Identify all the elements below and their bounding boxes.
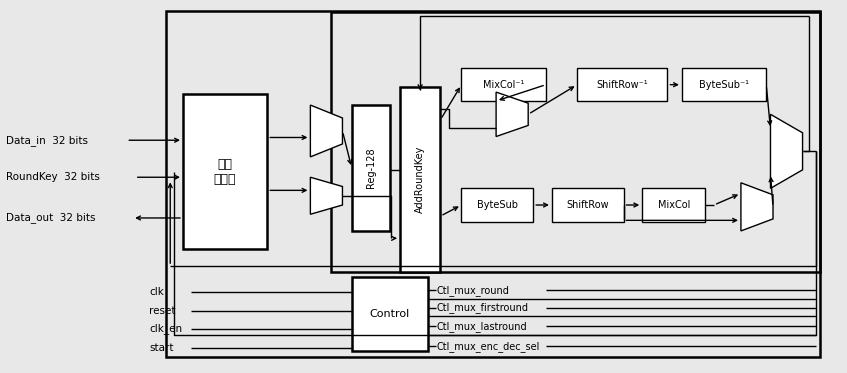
FancyBboxPatch shape [183, 94, 268, 250]
Text: clk: clk [149, 287, 164, 297]
Polygon shape [741, 183, 773, 231]
Polygon shape [771, 114, 803, 188]
Text: MixCol: MixCol [657, 200, 690, 210]
Text: Ctl_mux_round: Ctl_mux_round [436, 285, 509, 296]
Text: AddRoundKey: AddRoundKey [415, 145, 425, 213]
FancyBboxPatch shape [352, 105, 390, 231]
Text: 移位
寄存器: 移位 寄存器 [213, 158, 236, 186]
Text: start: start [149, 342, 174, 352]
FancyBboxPatch shape [642, 188, 706, 222]
FancyBboxPatch shape [462, 188, 534, 222]
FancyBboxPatch shape [400, 87, 440, 272]
Polygon shape [310, 105, 342, 157]
Text: ShiftRow⁻¹: ShiftRow⁻¹ [596, 80, 648, 90]
FancyBboxPatch shape [552, 188, 623, 222]
Text: ByteSub⁻¹: ByteSub⁻¹ [699, 80, 749, 90]
Text: ByteSub: ByteSub [477, 200, 518, 210]
Text: Reg-128: Reg-128 [366, 148, 376, 188]
Text: ShiftRow: ShiftRow [567, 200, 609, 210]
Text: clk_en: clk_en [149, 324, 182, 335]
FancyBboxPatch shape [682, 68, 767, 101]
FancyBboxPatch shape [577, 68, 667, 101]
Polygon shape [310, 177, 342, 214]
Text: Data_out  32 bits: Data_out 32 bits [6, 213, 95, 223]
Text: MixCol⁻¹: MixCol⁻¹ [483, 80, 524, 90]
Text: Ctl_mux_firstround: Ctl_mux_firstround [436, 302, 529, 313]
Text: Ctl_mux_lastround: Ctl_mux_lastround [436, 321, 527, 332]
FancyBboxPatch shape [352, 277, 428, 351]
Text: Ctl_mux_enc_dec_sel: Ctl_mux_enc_dec_sel [436, 341, 540, 352]
FancyBboxPatch shape [462, 68, 546, 101]
Text: RoundKey  32 bits: RoundKey 32 bits [6, 172, 99, 182]
Text: Control: Control [369, 309, 410, 319]
Text: reset: reset [149, 305, 175, 316]
Text: Data_in  32 bits: Data_in 32 bits [6, 135, 87, 146]
Polygon shape [496, 92, 529, 137]
